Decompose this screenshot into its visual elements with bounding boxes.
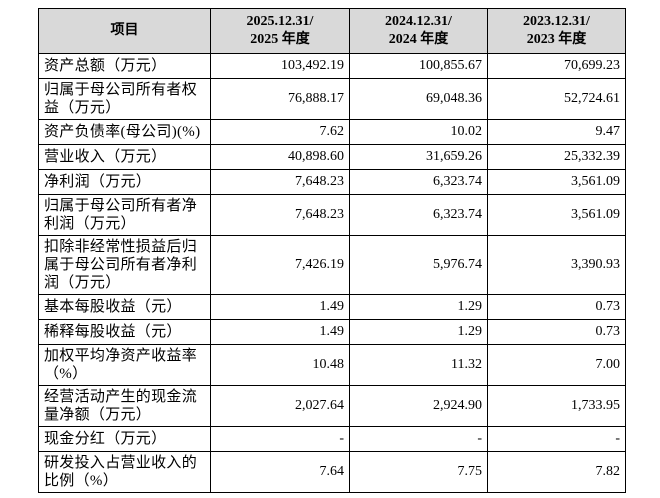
value-cell: 1,733.95 — [487, 385, 626, 427]
value-cell: 7,426.19 — [210, 235, 350, 295]
value-cell: 6,323.74 — [349, 169, 488, 195]
value-cell: 103,492.19 — [210, 53, 350, 79]
header-cell: 2024.12.31/2024 年度 — [349, 8, 488, 54]
value-cell: 25,332.39 — [487, 144, 626, 170]
table-row: 资产负债率(母公司)(%) 7.62 10.02 9.47 — [38, 119, 626, 145]
value-cell: 100,855.67 — [349, 53, 488, 79]
value-cell: 3,390.93 — [487, 235, 626, 295]
row-label: 现金分红（万元） — [38, 426, 211, 452]
table-row: 基本每股收益（元） 1.49 1.29 0.73 — [38, 294, 626, 320]
row-label: 研发投入占营业收入的比例（%） — [38, 451, 211, 493]
value-cell: 3,561.09 — [487, 169, 626, 195]
value-cell: 31,659.26 — [349, 144, 488, 170]
value-cell: 9.47 — [487, 119, 626, 145]
table-row: 稀释每股收益（元） 1.49 1.29 0.73 — [38, 319, 626, 345]
row-label: 加权平均净资产收益率（%） — [38, 344, 211, 386]
value-cell: 7.82 — [487, 451, 626, 493]
header-line: 2025 年度 — [250, 32, 310, 47]
value-cell: 7,648.23 — [210, 169, 350, 195]
value-cell: 1.49 — [210, 319, 350, 345]
header-row: 项目 2025.12.31/2025 年度 2024.12.31/2024 年度 20… — [38, 8, 626, 54]
value-cell: 1.49 — [210, 294, 350, 320]
header-line: 2025.12.31/ — [246, 14, 314, 29]
value-cell: 3,561.09 — [487, 194, 626, 236]
table-row: 归属于母公司所有者净利润（万元） 7,648.23 6,323.74 3,561.09 — [38, 194, 626, 236]
row-label: 营业收入（万元） — [38, 144, 211, 170]
header-line: 2024.12.31/ — [385, 14, 452, 29]
value-cell: 52,724.61 — [487, 78, 626, 120]
row-label: 基本每股收益（元） — [38, 294, 211, 320]
table-row: 净利润（万元） 7,648.23 6,323.74 3,561.09 — [38, 169, 626, 195]
header-cell: 2025.12.31/2025 年度 — [210, 8, 350, 54]
value-cell: 76,888.17 — [210, 78, 350, 120]
value-cell: 7.00 — [487, 344, 626, 386]
table-row: 经营活动产生的现金流量净额（万元） 2,027.64 2,924.90 1,733.9… — [38, 385, 626, 427]
value-cell: 7.75 — [349, 451, 488, 493]
value-cell: 1.29 — [349, 294, 488, 320]
value-cell: 1.29 — [349, 319, 488, 345]
table-row: 营业收入（万元） 40,898.60 31,659.26 25,332.39 — [38, 144, 626, 170]
value-cell: 11.32 — [349, 344, 488, 386]
table-row: 研发投入占营业收入的比例（%） 7.64 7.75 7.82 — [38, 451, 626, 493]
header-line: 2023 年度 — [526, 32, 587, 47]
value-cell: 70,699.23 — [487, 53, 626, 79]
value-cell: 6,323.74 — [349, 194, 488, 236]
value-cell: 40,898.60 — [210, 144, 350, 170]
row-label: 资产总额（万元） — [38, 53, 211, 79]
value-cell: 2,027.64 — [210, 385, 350, 427]
value-cell: 7.62 — [210, 119, 350, 145]
row-label: 归属于母公司所有者权益（万元） — [38, 78, 211, 120]
value-cell: 2,924.90 — [349, 385, 488, 427]
header-line: 2023.12.31/ — [523, 14, 590, 29]
value-cell: 0.73 — [487, 319, 626, 345]
table-body: 资产总额（万元） 103,492.19 100,855.67 70,699.23 归属于… — [38, 53, 626, 493]
row-label: 经营活动产生的现金流量净额（万元） — [38, 385, 211, 427]
header-line: 2024 年度 — [388, 32, 449, 47]
value-cell: 0.73 — [487, 294, 626, 320]
table-row: 现金分红（万元） - - - — [38, 426, 626, 452]
row-label: 资产负债率(母公司)(%) — [38, 119, 211, 145]
row-label: 归属于母公司所有者净利润（万元） — [38, 194, 211, 236]
value-cell: 5,976.74 — [349, 235, 488, 295]
header-cell: 项目 — [38, 8, 211, 54]
header-cell: 2023.12.31/2023 年度 — [487, 8, 626, 54]
row-label: 稀释每股收益（元） — [38, 319, 211, 345]
value-cell: - — [349, 426, 488, 452]
table-row: 加权平均净资产收益率（%） 10.48 11.32 7.00 — [38, 344, 626, 386]
value-cell: 10.48 — [210, 344, 350, 386]
financial-table: 项目 2025.12.31/2025 年度 2024.12.31/2024 年度 20… — [38, 8, 626, 493]
row-label: 扣除非经常性损益后归属于母公司所有者净利润（万元） — [38, 235, 211, 295]
table-row: 扣除非经常性损益后归属于母公司所有者净利润（万元） 7,426.19 5,976.7… — [38, 235, 626, 295]
value-cell: 69,048.36 — [349, 78, 488, 120]
value-cell: 10.02 — [349, 119, 488, 145]
table-row: 归属于母公司所有者权益（万元） 76,888.17 69,048.36 52,724.… — [38, 78, 626, 120]
value-cell: - — [487, 426, 626, 452]
value-cell: 7,648.23 — [210, 194, 350, 236]
value-cell: - — [210, 426, 350, 452]
value-cell: 7.64 — [210, 451, 350, 493]
row-label: 净利润（万元） — [38, 169, 211, 195]
table-row: 资产总额（万元） 103,492.19 100,855.67 70,699.23 — [38, 53, 626, 79]
